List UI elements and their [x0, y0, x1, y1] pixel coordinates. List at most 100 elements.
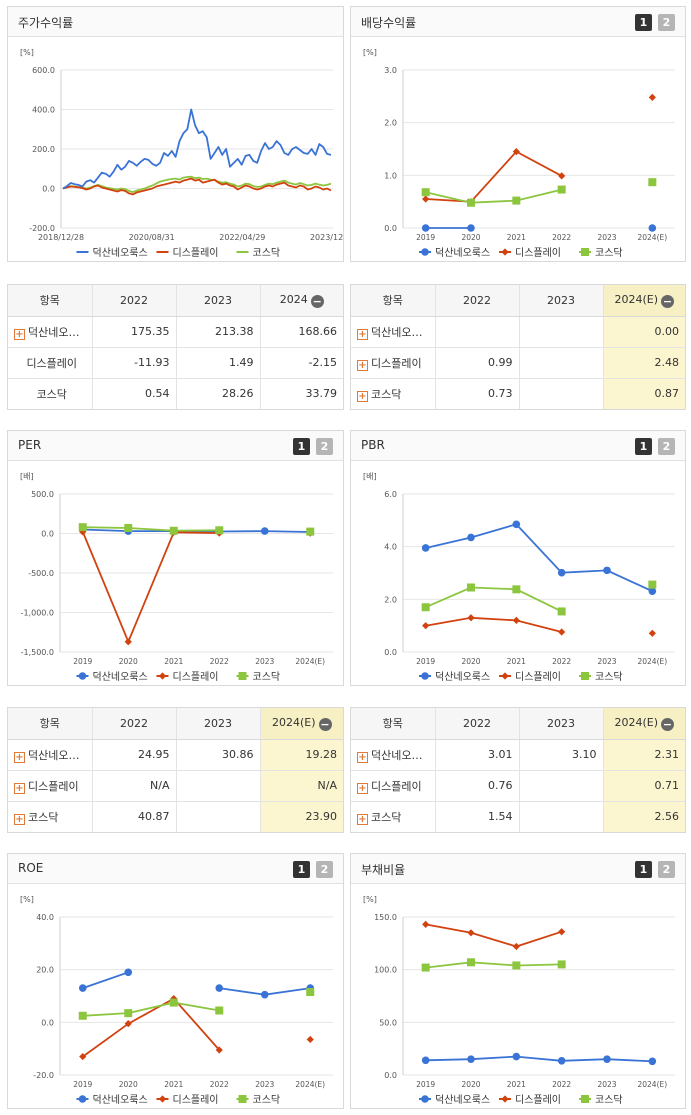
- legend-item[interactable]: 디스플레이: [499, 247, 561, 259]
- data-point: [421, 188, 430, 197]
- collapse-icon[interactable]: −: [318, 717, 332, 731]
- data-point: [558, 628, 566, 636]
- legend-item[interactable]: 코스닥: [579, 1094, 623, 1106]
- expand-icon[interactable]: +: [14, 782, 25, 794]
- data-point: [215, 526, 224, 535]
- legend-item[interactable]: 코스닥: [236, 1094, 281, 1106]
- row-name[interactable]: + 코스닥: [351, 378, 436, 409]
- data-point: [648, 93, 656, 101]
- cell: 0.73: [435, 378, 520, 409]
- data-point: [78, 984, 87, 992]
- expand-icon[interactable]: +: [14, 328, 25, 340]
- cell: 3.10: [519, 739, 604, 771]
- table-row: + 코스닥 1.54 2.56: [351, 801, 685, 832]
- page-1-button[interactable]: 1: [293, 438, 310, 455]
- row-name[interactable]: + 코스닥: [351, 801, 436, 832]
- x-tick-label: 2021: [507, 657, 526, 666]
- row-name[interactable]: + 덕산네오…: [351, 739, 436, 771]
- collapse-icon[interactable]: −: [661, 717, 675, 731]
- row-name[interactable]: + 덕산네오…: [8, 316, 93, 348]
- legend-item[interactable]: 디스플레이: [156, 1094, 219, 1106]
- page-2-button[interactable]: 2: [658, 438, 675, 455]
- pbr-panel: PBR 1 2 [배] 6.0 4.0 2.0 0.0 2019 2020 2021 2022 2…: [350, 430, 686, 686]
- page-1-button[interactable]: 1: [635, 14, 652, 31]
- panel-title: PER: [18, 438, 42, 452]
- header-2022: 2022: [435, 285, 520, 317]
- pbr-table: 항목 2022 2023 2024(E) − + 덕산네오… 3.01 3.10 2…: [350, 707, 686, 833]
- legend-item[interactable]: 덕산네오룩스: [419, 671, 490, 683]
- expand-icon[interactable]: +: [357, 751, 368, 763]
- data-point: [557, 185, 566, 194]
- cell: 24.95: [92, 739, 177, 771]
- expand-icon[interactable]: +: [357, 359, 368, 371]
- page-2-button[interactable]: 2: [316, 438, 333, 455]
- collapse-icon[interactable]: −: [661, 294, 675, 308]
- row-name[interactable]: + 코스닥: [8, 801, 93, 832]
- expand-icon[interactable]: +: [14, 813, 25, 825]
- legend-item[interactable]: 덕산네오룩스: [76, 1094, 148, 1106]
- table-header-row: 항목 2022 2023 2024(E) −: [351, 708, 685, 740]
- legend-item[interactable]: 덕산네오룩스: [76, 247, 148, 259]
- legend-label: 디스플레이: [173, 247, 219, 259]
- legend-marker: [158, 672, 167, 680]
- data-point: [124, 1020, 132, 1028]
- data-point: [124, 968, 133, 977]
- page-1-button[interactable]: 1: [293, 861, 310, 878]
- legend-item[interactable]: 디스플레이: [499, 671, 561, 683]
- row-name[interactable]: + 덕산네오…: [8, 739, 93, 771]
- expand-icon[interactable]: +: [357, 328, 368, 340]
- collapse-icon[interactable]: −: [310, 294, 324, 308]
- x-tick-label: 2020/08/31: [129, 233, 175, 242]
- row-name[interactable]: + 덕산네오…: [351, 316, 436, 348]
- row-name[interactable]: + 디스플레이: [8, 770, 93, 802]
- x-tick-label: 2022: [210, 1080, 229, 1089]
- page-1-button[interactable]: 1: [635, 438, 652, 455]
- header-2024e: 2024(E) −: [603, 285, 685, 317]
- legend-item[interactable]: 덕산네오룩스: [76, 671, 148, 683]
- legend-label: 덕산네오룩스: [93, 247, 148, 259]
- row-label: 디스플레이: [371, 779, 422, 793]
- data-point: [467, 929, 475, 937]
- x-tick-label: 2021: [507, 1080, 526, 1089]
- series-line-2: [426, 97, 653, 201]
- row-label: 코스닥: [36, 387, 67, 401]
- legend-item[interactable]: 덕산네오룩스: [419, 1094, 490, 1106]
- cell: [435, 316, 520, 348]
- row-name[interactable]: + 디스플레이: [351, 347, 436, 379]
- legend-item[interactable]: 디스플레이: [156, 247, 219, 259]
- row-name[interactable]: + 디스플레이: [351, 770, 436, 802]
- y-tick-label: 0.0: [384, 224, 397, 233]
- legend-marker: [421, 248, 429, 256]
- data-point: [306, 988, 315, 997]
- header-2024e: 2024(E) −: [260, 708, 343, 740]
- data-point: [215, 984, 224, 992]
- table-row: + 덕산네오… 175.35 213.38 168.66: [8, 316, 343, 348]
- expand-icon[interactable]: +: [357, 390, 368, 402]
- legend-item[interactable]: 코스닥: [579, 671, 623, 683]
- page-1-button[interactable]: 1: [635, 861, 652, 878]
- panel-header: ROE 1 2: [8, 854, 343, 884]
- y-unit-label: [%]: [20, 895, 34, 904]
- legend-marker: [581, 1095, 589, 1103]
- page-2-button[interactable]: 2: [658, 14, 675, 31]
- legend-item[interactable]: 코스닥: [236, 247, 281, 259]
- data-point: [421, 1056, 430, 1065]
- expand-icon[interactable]: +: [357, 782, 368, 794]
- header-2024: 2024−: [260, 285, 343, 317]
- y-tick-label: 3.0: [384, 66, 397, 75]
- legend-item[interactable]: 디스플레이: [499, 1094, 561, 1106]
- y-tick-label: 0.0: [384, 648, 397, 657]
- panel-header: 주가수익률: [8, 7, 343, 37]
- cell: [519, 801, 604, 832]
- page-2-button[interactable]: 2: [658, 861, 675, 878]
- legend-item[interactable]: 코스닥: [236, 671, 281, 683]
- legend-item[interactable]: 덕산네오룩스: [419, 247, 490, 259]
- expand-icon[interactable]: +: [357, 813, 368, 825]
- legend-item[interactable]: 코스닥: [579, 247, 623, 259]
- legend-label: 코스닥: [595, 1094, 623, 1106]
- data-point: [422, 920, 430, 928]
- legend-item[interactable]: 디스플레이: [156, 671, 219, 683]
- expand-icon[interactable]: +: [14, 751, 25, 763]
- page-2-button[interactable]: 2: [316, 861, 333, 878]
- y-tick-label: -500.0: [28, 569, 54, 578]
